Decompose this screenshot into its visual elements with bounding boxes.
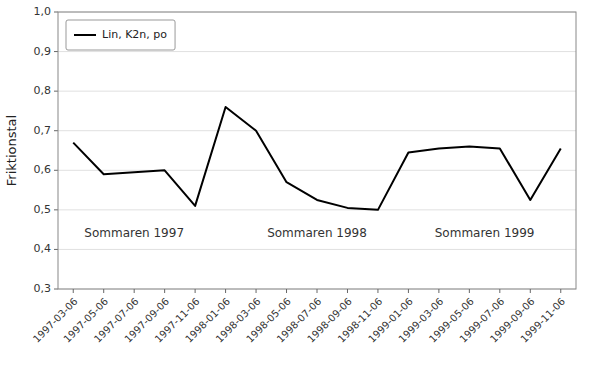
x-tick [530,289,531,293]
line [73,107,561,210]
x-tick [347,289,348,293]
x-tick [225,289,226,293]
y-tick [54,249,58,250]
legend-swatch [74,34,96,36]
grid-line [58,249,576,250]
grid-line [58,130,576,131]
y-tick [54,170,58,171]
plot-frame [58,12,576,289]
x-tick [469,289,470,293]
y-tick-label: 1,0 [34,5,52,18]
x-tick [73,289,74,293]
y-tick-label: 0,8 [34,84,52,97]
grid-line [58,51,576,52]
y-tick [54,289,58,290]
x-tick [317,289,318,293]
x-tick-label: 1999-11-06 [518,296,567,345]
y-tick [54,130,58,131]
chart: 0,30,40,50,60,70,80,91,01997-03-061997-0… [0,0,590,367]
x-tick [408,289,409,293]
y-tick [54,12,58,13]
y-tick-label: 0,7 [34,124,52,137]
y-tick [54,91,58,92]
plot-area [58,12,576,289]
y-tick [54,51,58,52]
y-tick [54,209,58,210]
annotation: Sommaren 1999 [435,226,535,240]
annotation: Sommaren 1998 [267,226,367,240]
x-tick [286,289,287,293]
x-tick [164,289,165,293]
grid [58,12,576,289]
grid-line [58,170,576,171]
legend-label: Lin, K2n, po [102,28,167,41]
x-tick [499,289,500,293]
legend-box [66,20,175,50]
grid-line [58,91,576,92]
x-tick [134,289,135,293]
annotation: Sommaren 1997 [84,226,184,240]
legend: Lin, K2n, po [66,20,175,50]
y-tick-label: 0,6 [34,163,52,176]
x-tick [256,289,257,293]
x-tick [103,289,104,293]
x-tick [560,289,561,293]
y-tick-label: 0,5 [34,203,52,216]
x-tick [377,289,378,293]
x-tick [438,289,439,293]
y-axis-label: Friktionstal [4,115,19,186]
y-tick-label: 0,3 [34,282,52,295]
y-tick-label: 0,9 [34,45,52,58]
x-tick [195,289,196,293]
grid-line [58,209,576,210]
y-tick-label: 0,4 [34,242,52,255]
series-group [73,107,561,210]
